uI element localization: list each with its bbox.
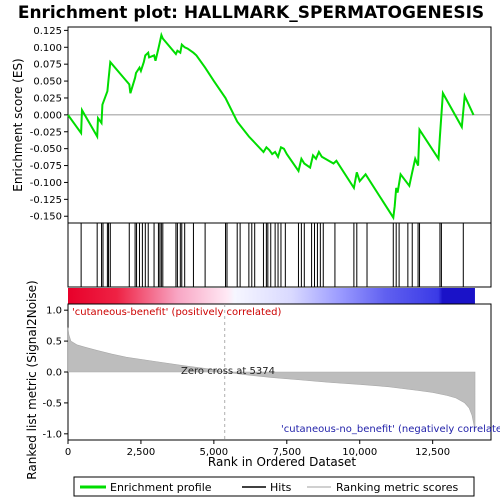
rank-x-tick-label: 2,500: [127, 447, 156, 458]
legend: Enrichment profile Hits Ranking metric s…: [73, 476, 475, 497]
es-y-tick-label: 0.000: [33, 110, 62, 121]
legend-box: [73, 476, 475, 497]
rank-x-axis-label: Rank in Ordered Dataset: [208, 455, 356, 469]
negative-correlation-label: 'cutaneous-no_benefit' (negatively corre…: [281, 424, 500, 435]
rank-y-tick-label: 0.5: [46, 337, 62, 348]
rank-x-tick-label: 5,000: [200, 447, 229, 458]
hit-lines: [80, 223, 464, 287]
rank-x-tick-label: 10,000: [342, 447, 377, 458]
es-y-tick-label: -0.125: [30, 195, 62, 206]
enrichment-profile-line: [67, 31, 475, 221]
es-y-tick-label: 0.025: [33, 93, 62, 104]
es-y-axis-ticks: 0.125 0.100 0.075 0.050 0.025 0.000 -0.025 -0.0…: [30, 26, 68, 223]
es-y-tick-label: 0.075: [33, 60, 62, 71]
rank-y-tick-label: -1.0: [42, 429, 62, 440]
rank-panel: 1.0 0.5 0.0 -0.5 -1.0 0 2,500 5,000 7,500 10,000…: [25, 280, 500, 479]
legend-hits-label: Hits: [270, 481, 292, 494]
es-y-axis-label: Enrichment score (ES): [11, 58, 25, 191]
rank-y-tick-label: -0.5: [42, 398, 62, 409]
legend-ranking-label: Ranking metric scores: [336, 481, 458, 494]
legend-enrichment-label: Enrichment profile: [110, 481, 212, 494]
rank-y-tick-label: 0.0: [46, 368, 62, 379]
es-y-tick-label: 0.125: [33, 26, 62, 37]
es-panel-frame: [67, 26, 492, 224]
rank-y-tick-label: 1.0: [46, 306, 62, 317]
zero-cross-label: Zero cross at 5374: [181, 366, 275, 377]
es-y-tick-label: -0.025: [30, 127, 62, 138]
rank-x-tick-label: 7,500: [272, 447, 301, 458]
es-y-tick-label: -0.100: [30, 178, 62, 189]
hits-panel-frame: [67, 222, 492, 288]
hits-panel: [67, 222, 492, 288]
rank-y-axis-ticks: 1.0 0.5 0.0 -0.5 -1.0: [42, 306, 68, 440]
rank-colorbar: [68, 288, 475, 304]
ranking-metric-area: [67, 327, 476, 431]
rank-x-tick-label: 12,500: [415, 447, 450, 458]
rank-x-axis-ticks: 0 2,500 5,000 7,500 10,000 12,500: [65, 440, 450, 458]
positive-correlation-label: 'cutaneous-benefit' (positively correlat…: [72, 307, 281, 318]
color-bar: [68, 288, 475, 304]
rank-x-tick-label: 0: [65, 447, 71, 458]
rank-y-axis-label: Ranked list metric (Signal2Noise): [25, 280, 39, 479]
es-y-tick-label: 0.050: [33, 77, 62, 88]
es-y-tick-label: -0.075: [30, 161, 62, 172]
es-y-tick-label: 0.100: [33, 43, 62, 54]
chart-title: Enrichment plot: HALLMARK_SPERMATOGENESI…: [18, 3, 484, 23]
es-panel: 0.125 0.100 0.075 0.050 0.025 0.000 -0.025 -0.0…: [11, 26, 492, 224]
es-y-tick-label: -0.050: [30, 144, 62, 155]
es-y-tick-label: -0.150: [30, 212, 62, 223]
